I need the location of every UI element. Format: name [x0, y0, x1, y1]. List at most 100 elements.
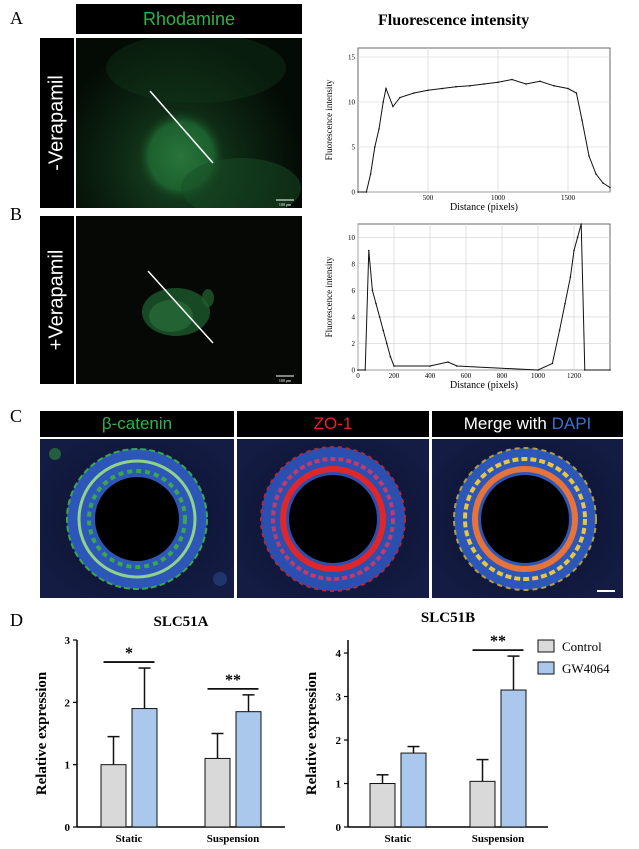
plus-verapamil-label: +Verapamil	[40, 216, 74, 384]
line-profile-b	[147, 270, 214, 344]
slc51b-ylabel: Relative expression	[304, 671, 320, 795]
scale-bar-b-label: 100 μm	[279, 378, 292, 383]
profile-a-point	[369, 173, 372, 175]
profile-a-point	[575, 92, 578, 94]
slc51a-category-label: Static	[116, 833, 143, 845]
micrograph-a-art: 100 μm	[106, 38, 301, 208]
profile-a-point	[581, 119, 583, 121]
profile-a-plot-area	[357, 47, 611, 193]
slc51b-category-label: Static	[385, 833, 412, 845]
slc51b-bar-chart: SLC51B 0 1 2 3 4 Relative expression Static Susp…	[304, 610, 610, 845]
scale-bar-a-label: 100 μm	[279, 202, 292, 207]
slc51b-title: SLC51B	[421, 610, 475, 626]
zo1-label: ZO-1	[313, 414, 353, 433]
panel-letter-a: A	[10, 8, 23, 28]
minus-verapamil-text: -Verapamil	[45, 75, 68, 171]
slc51b-significance-label: **	[490, 633, 506, 650]
profile-b-xtick-label: 1200	[567, 372, 582, 380]
zo1-header: ZO-1	[237, 411, 429, 437]
profile-b-ytick-label: 10	[348, 234, 356, 242]
slc51b-bar-control	[369, 783, 396, 828]
profile-b-point	[569, 276, 572, 278]
slc51b-legend-label: GW4064	[562, 661, 610, 676]
slc51a-bar-control	[204, 757, 231, 828]
profile-a-xtick-label: 1000	[491, 194, 506, 202]
panel-letter-b: B	[10, 204, 23, 224]
beta-catenin-header: β-catenin	[40, 411, 234, 437]
merge-image	[432, 439, 623, 598]
profile-b-point	[580, 223, 582, 225]
profile-b-point	[375, 302, 377, 305]
profile-a-xtick-label: 1500	[561, 194, 576, 202]
profile-a-point	[469, 85, 471, 87]
micrograph-b-art: 100 μm	[142, 270, 294, 383]
profile-a-point	[365, 191, 368, 193]
slc51a-ylabel: Relative expression	[34, 671, 50, 795]
profile-a-ytick-label: 10	[348, 99, 356, 107]
profile-b-point	[382, 329, 384, 331]
slc51b-legend-swatch	[537, 661, 555, 675]
profile-b-xtick-label: 1000	[531, 372, 546, 380]
profile-b-ytick-label: 6	[352, 287, 356, 295]
profile-a-point	[511, 78, 513, 81]
profile-a-ytick-label: 5	[352, 144, 356, 152]
profile-b-plot-area	[357, 223, 611, 371]
profile-a-point	[374, 146, 376, 148]
profile-b-point	[371, 289, 374, 292]
slc51b-bar-control	[469, 780, 496, 828]
slc51a-title: SLC51A	[153, 614, 208, 630]
profile-a-point	[385, 87, 387, 90]
slc51b-category-label: Suspension	[472, 833, 525, 845]
slc51b-ytick-label: 1	[336, 779, 342, 791]
minus-verapamil-label: -Verapamil	[40, 38, 74, 208]
profile-b-ytick-label: 0	[352, 367, 356, 375]
profile-b-point	[378, 316, 381, 318]
profile-b-point	[393, 365, 395, 367]
profile-b-xtick-label: 800	[497, 372, 508, 380]
slc51a-bar-gw4064	[131, 708, 158, 828]
profile-a-point	[525, 83, 527, 85]
micrograph-a: 100 μm	[76, 38, 302, 208]
slc51b-legend-swatch	[537, 639, 555, 653]
beta-catenin-image	[40, 439, 234, 598]
slc51a-ytick-label: 0	[65, 822, 71, 834]
profile-a-ytick-label: 0	[352, 189, 356, 197]
line-profile-a	[149, 90, 214, 164]
merge-label: Merge with	[463, 414, 547, 433]
profile-b-point	[429, 365, 431, 367]
slc51a-bar-gw4064	[235, 711, 262, 828]
profile-b-xtick-label: 0	[356, 372, 360, 380]
profile-a-point	[567, 87, 569, 90]
profile-a-point	[588, 155, 590, 157]
fluorescence-profile-chart-a: 500 1000 1500 0 5 10 15 Distance (pixels) Fluore…	[324, 47, 611, 213]
profile-a-point	[382, 101, 384, 103]
micrograph-b: 100 μm	[76, 216, 302, 384]
profile-b-point	[447, 361, 449, 363]
profile-b-point	[357, 369, 359, 371]
profile-b-point	[573, 249, 575, 252]
beta-catenin-label: β-catenin	[101, 414, 173, 433]
profile-a-xlabel: Distance (pixels)	[450, 202, 518, 213]
plus-verapamil-text: +Verapamil	[45, 249, 68, 351]
profile-b-point	[456, 365, 458, 367]
dapi-label: DAPI	[551, 414, 592, 433]
profile-b-point	[576, 236, 579, 239]
fluorescence-profile-chart-b: 0 200 400 600 800 1000 1200 0 2 4 6 8 10 Distance (pi…	[324, 223, 611, 391]
profile-b-xtick-label: 400	[425, 372, 436, 380]
profile-a-ylabel: Fluorescence intensity	[324, 79, 334, 160]
fluorescence-chart-title: Fluorescence intensity	[378, 12, 530, 29]
profile-a-point	[441, 87, 443, 90]
profile-a-point	[357, 191, 359, 193]
merge-header: Merge with DAPI	[432, 411, 623, 437]
slc51a-ytick-label: 3	[65, 635, 71, 647]
profile-b-point	[364, 369, 366, 371]
profile-a-point	[399, 96, 401, 99]
profile-a-point	[455, 85, 457, 88]
profile-a-point	[497, 81, 499, 83]
profile-a-xtick-label: 500	[423, 194, 434, 202]
profile-b-xtick-label: 600	[461, 372, 472, 380]
profile-b-ytick-label: 4	[352, 313, 356, 321]
profile-a-point	[539, 80, 541, 83]
slc51b-legend-label: Control	[562, 639, 602, 654]
profile-b-point	[386, 342, 388, 345]
